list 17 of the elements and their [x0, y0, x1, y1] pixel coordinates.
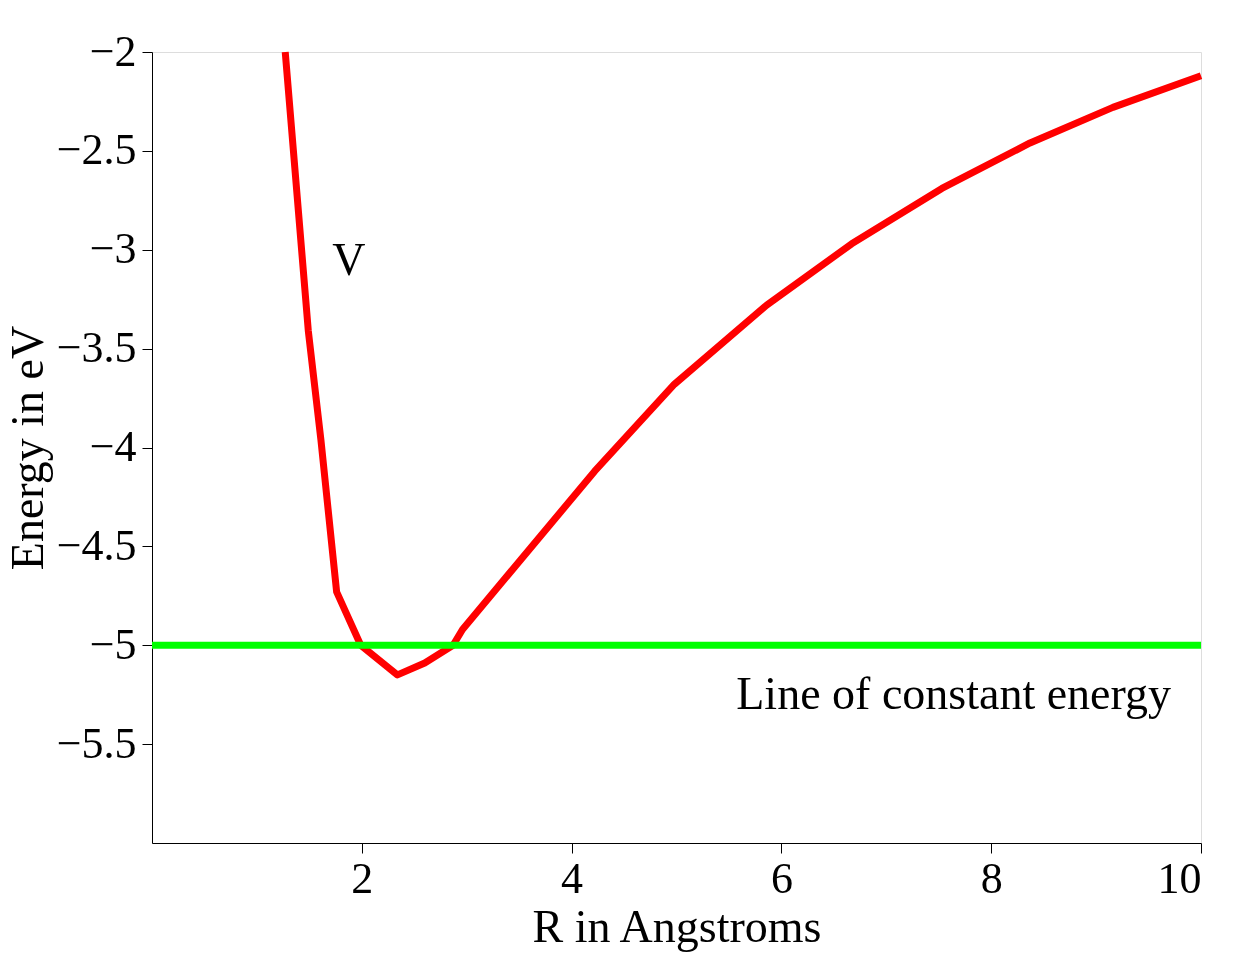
- y-tick-label: −2: [89, 26, 137, 76]
- x-tick-label: 6: [770, 853, 793, 903]
- ref-line-label: Line of constant energy: [736, 668, 1171, 720]
- y-tick-label: −2.5: [56, 125, 137, 175]
- x-tick-label: 2: [351, 853, 374, 903]
- y-tick-label: −5.5: [56, 718, 137, 768]
- x-tick-label: 10: [1157, 853, 1202, 903]
- y-tick-label: −3: [89, 224, 137, 274]
- x-axis-title: R in Angstroms: [532, 900, 822, 952]
- y-tick-label: −5: [89, 619, 137, 669]
- y-axis-title: Energy in eV: [1, 325, 53, 571]
- x-tick-label: 4: [561, 853, 584, 903]
- x-tick-label: 8: [980, 853, 1003, 903]
- y-tick-label: −4: [89, 422, 137, 471]
- y-tick-label: −4.5: [56, 520, 137, 570]
- y-tick-label: −3.5: [56, 323, 137, 373]
- series-label: V: [332, 233, 366, 285]
